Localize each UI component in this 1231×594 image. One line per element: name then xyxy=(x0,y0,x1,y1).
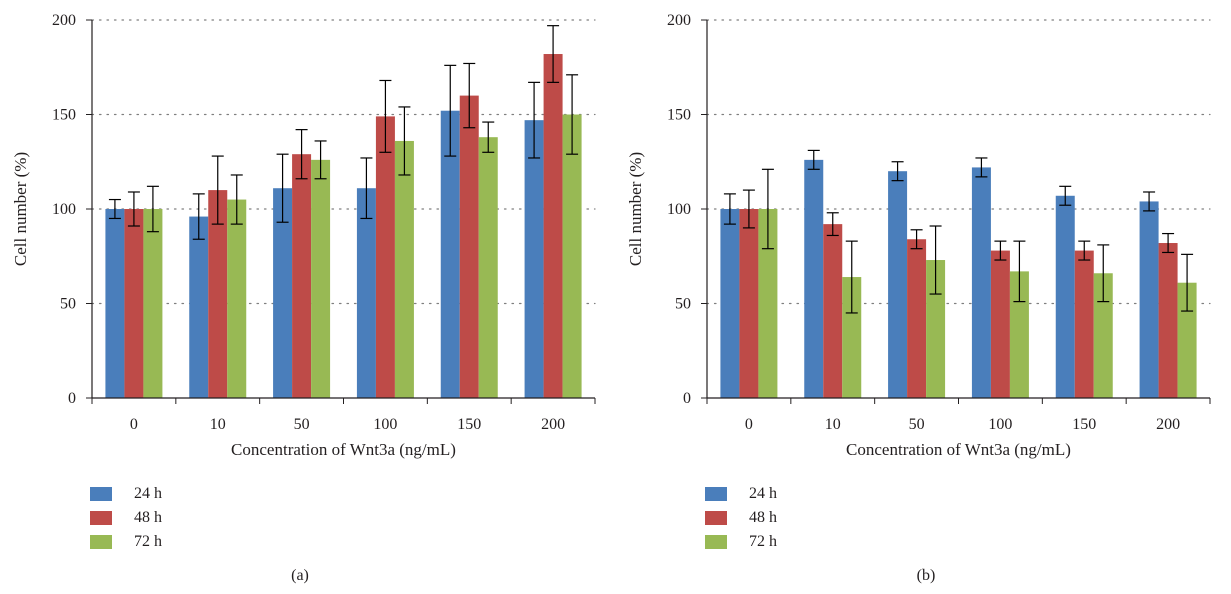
legend-item-24h: 24 h xyxy=(705,482,777,506)
bar-24h-100 xyxy=(971,167,991,398)
bar-48h-150 xyxy=(1074,250,1094,398)
bar-24h-100 xyxy=(356,188,376,398)
bar-24h-200 xyxy=(1139,201,1159,398)
legend-item-72h: 72 h xyxy=(90,530,162,554)
legend-swatch-24h xyxy=(705,487,727,501)
y-tick-label: 200 xyxy=(667,12,691,29)
legend-a: 24 h 48 h 72 h xyxy=(90,482,162,554)
bar-72h-0 xyxy=(143,209,163,398)
x-tick-label: 0 xyxy=(130,416,138,433)
y-axis-title: Cell number (%) xyxy=(11,152,30,266)
legend-item-24h: 24 h xyxy=(90,482,162,506)
x-tick-label: 200 xyxy=(541,416,565,433)
y-axis-title: Cell number (%) xyxy=(626,152,645,266)
bar-24h-50 xyxy=(273,188,293,398)
bar-72h-200 xyxy=(562,114,582,398)
y-tick-label: 150 xyxy=(52,107,76,124)
y-tick-label: 50 xyxy=(675,296,691,313)
legend-swatch-24h xyxy=(90,487,112,501)
bar-48h-0 xyxy=(124,209,144,398)
bar-48h-50 xyxy=(907,239,927,398)
chart-panel-a: 0 50 100 150 200 0 10 50 100 150 200 Concentration … xyxy=(0,0,615,594)
x-tick-label: 100 xyxy=(373,416,397,433)
y-tick-label: 0 xyxy=(68,390,76,407)
legend-label-48h: 48 h xyxy=(749,509,777,526)
y-tick-label: 50 xyxy=(60,296,76,313)
bar-48h-200 xyxy=(543,54,563,399)
bar-48h-10 xyxy=(208,190,228,398)
bar-24h-10 xyxy=(804,159,824,398)
bar-48h-200 xyxy=(1158,243,1178,398)
bar-24h-50 xyxy=(888,171,908,398)
bar-72h-10 xyxy=(227,199,247,398)
x-tick-label: 50 xyxy=(909,416,925,433)
y-tick-label: 100 xyxy=(667,201,691,218)
legend-label-24h: 24 h xyxy=(749,485,777,502)
y-tick-label: 200 xyxy=(52,12,76,29)
bar-24h-150 xyxy=(440,110,460,398)
legend-swatch-48h xyxy=(705,511,727,525)
x-tick-label: 150 xyxy=(457,416,481,433)
legend-swatch-48h xyxy=(90,511,112,525)
legend-item-48h: 48 h xyxy=(705,506,777,530)
bar-48h-0 xyxy=(739,209,759,398)
bar-48h-100 xyxy=(990,250,1010,398)
legend-swatch-72h xyxy=(90,535,112,549)
bar-24h-0 xyxy=(720,209,740,398)
bar-24h-200 xyxy=(524,120,544,399)
bar-24h-150 xyxy=(1055,195,1075,398)
chart-panel-b: 0 50 100 150 200 0 10 50 100 150 200 Concentration … xyxy=(615,0,1230,594)
bar-72h-100 xyxy=(394,140,414,398)
x-tick-label: 150 xyxy=(1072,416,1096,433)
bar-chart-a: 0 50 100 150 200 0 10 50 100 150 200 Concentration … xyxy=(11,12,596,459)
y-tick-label: 0 xyxy=(683,390,691,407)
legend-label-24h: 24 h xyxy=(134,485,162,502)
bar-48h-100 xyxy=(375,116,395,398)
bar-24h-10 xyxy=(189,216,209,398)
x-tick-label: 0 xyxy=(745,416,753,433)
bar-24h-0 xyxy=(105,209,125,398)
legend-label-72h: 72 h xyxy=(749,533,777,550)
bar-72h-150 xyxy=(478,137,498,398)
bar-72h-50 xyxy=(311,159,331,398)
bar-48h-150 xyxy=(459,95,479,398)
x-axis-title: Concentration of Wnt3a (ng/mL) xyxy=(231,440,456,459)
y-tick-label: 100 xyxy=(52,201,76,218)
bar-48h-50 xyxy=(292,154,312,398)
x-tick-label: 200 xyxy=(1156,416,1180,433)
legend-swatch-72h xyxy=(705,535,727,549)
panel-label-b: (b) xyxy=(916,567,936,584)
legend-item-72h: 72 h xyxy=(705,530,777,554)
x-tick-label: 100 xyxy=(988,416,1012,433)
bar-chart-b: 0 50 100 150 200 0 10 50 100 150 200 Concentration … xyxy=(626,12,1211,459)
x-tick-label: 10 xyxy=(210,416,226,433)
x-tick-label: 10 xyxy=(825,416,841,433)
bar-72h-150 xyxy=(1093,273,1113,398)
bar-48h-10 xyxy=(823,224,843,398)
legend-item-48h: 48 h xyxy=(90,506,162,530)
x-axis-title: Concentration of Wnt3a (ng/mL) xyxy=(846,440,1071,459)
panel-label-a: (a) xyxy=(291,567,309,584)
legend-b: 24 h 48 h 72 h xyxy=(705,482,777,554)
bar-72h-100 xyxy=(1009,271,1029,398)
y-tick-label: 150 xyxy=(667,107,691,124)
x-tick-label: 50 xyxy=(294,416,310,433)
bar-72h-0 xyxy=(758,209,778,398)
legend-label-72h: 72 h xyxy=(134,533,162,550)
bar-72h-10 xyxy=(842,277,862,398)
legend-label-48h: 48 h xyxy=(134,509,162,526)
